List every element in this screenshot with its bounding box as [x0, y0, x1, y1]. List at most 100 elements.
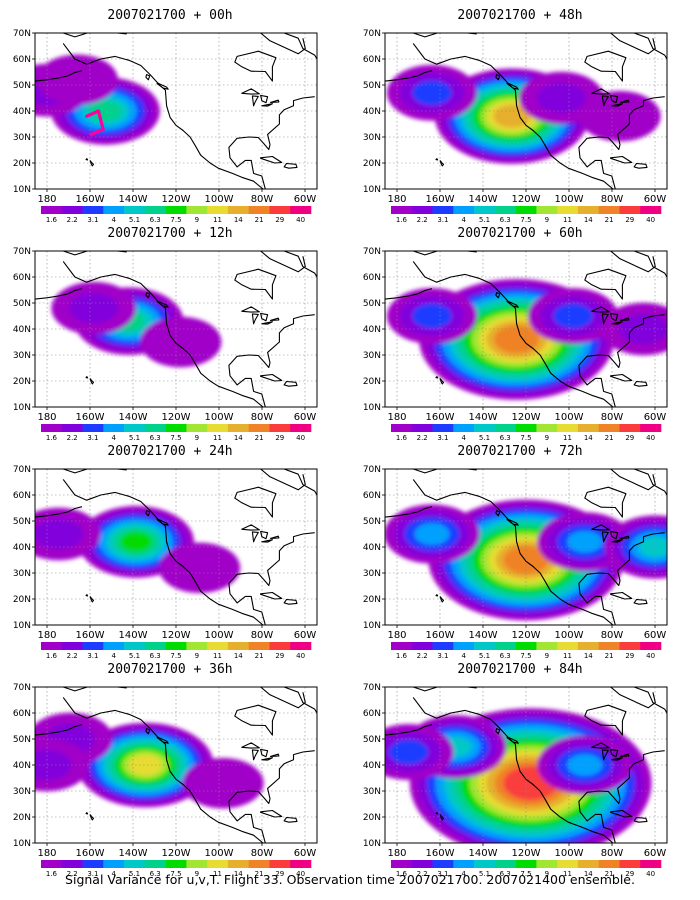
variance-contour-2-0 — [140, 316, 222, 368]
y-tick-label: 60N — [363, 273, 381, 283]
colorbar-swatch — [186, 206, 208, 214]
forecast-panel: 2007021700 + 36h 70N 60N 50N 40N 30N 20N 10N 180… — [0, 662, 340, 882]
colorbar-swatch — [577, 642, 599, 650]
variance-contour-0-8 — [128, 754, 163, 776]
colorbar-label: 7.5 — [170, 652, 181, 660]
y-tick-label: 40N — [363, 761, 381, 771]
x-tick-label: 180 — [37, 194, 56, 205]
colorbar-swatch — [41, 206, 63, 214]
colorbar-label: 4 — [111, 870, 116, 878]
variance-contour-3-0 — [579, 91, 661, 142]
x-tick-label: 120W — [162, 412, 191, 423]
colorbar-swatch — [515, 860, 537, 868]
colorbar-swatch — [474, 424, 496, 432]
colorbar-swatch — [124, 206, 146, 214]
colorbar-swatch — [536, 424, 558, 432]
y-tick-label: 70N — [13, 683, 31, 693]
colorbar-label: 14 — [234, 652, 243, 660]
x-tick-label: 80W — [251, 412, 274, 423]
colorbar-swatch — [619, 642, 641, 650]
y-tick-label: 30N — [363, 351, 381, 361]
colorbar-label: 21 — [255, 434, 264, 442]
variance-contour-2-1 — [536, 82, 586, 114]
y-tick-label: 40N — [363, 543, 381, 553]
colorbar-label: 7.5 — [520, 870, 531, 878]
colorbar-swatch — [41, 642, 63, 650]
x-tick-label: 160W — [426, 194, 455, 205]
colorbar-label: 21 — [255, 216, 264, 224]
colorbar-swatch — [619, 860, 641, 868]
colorbar-label: 4 — [111, 216, 116, 224]
y-tick-label: 70N — [363, 29, 381, 39]
x-tick-label: 80W — [601, 194, 624, 205]
x-tick-label: 100W — [555, 630, 584, 641]
colorbar-label: 1.6 — [46, 870, 58, 878]
y-tick-label: 50N — [13, 299, 31, 309]
colorbar-label: 5.1 — [129, 434, 140, 442]
colorbar-label: 14 — [234, 216, 243, 224]
colorbar-swatch — [453, 642, 475, 650]
colorbar-label: 5.1 — [479, 216, 490, 224]
colorbar-label: 3.1 — [437, 434, 448, 442]
y-tick-label: 30N — [13, 787, 31, 797]
colorbar-label: 11 — [213, 870, 222, 878]
x-tick-label: 120W — [512, 194, 541, 205]
colorbar-swatch — [391, 860, 413, 868]
map-plot: 70N 60N 50N 40N 30N 20N 10N 180 160W 140W 120W 100W… — [363, 683, 668, 878]
colorbar-swatch — [640, 642, 662, 650]
colorbar-label: 29 — [625, 870, 634, 878]
colorbar-swatch — [207, 206, 229, 214]
colorbar-label: 14 — [584, 434, 593, 442]
x-tick-label: 60W — [294, 630, 317, 641]
colorbar-label: 7.5 — [520, 434, 531, 442]
y-tick-label: 30N — [13, 133, 31, 143]
colorbar-swatch — [41, 860, 63, 868]
colorbar-swatch — [598, 642, 620, 650]
x-tick-label: 100W — [555, 194, 584, 205]
colorbar-swatch — [391, 424, 413, 432]
colorbar-label: 29 — [275, 652, 284, 660]
x-tick-label: 140W — [119, 412, 148, 423]
panel-title: 2007021700 + 00h — [107, 8, 233, 23]
colorbar-label: 6.3 — [500, 216, 511, 224]
colorbar-label: 9 — [195, 652, 199, 660]
colorbar-swatch — [411, 642, 433, 650]
x-tick-label: 80W — [601, 412, 624, 423]
y-tick-label: 70N — [13, 247, 31, 257]
colorbar-swatch — [411, 206, 433, 214]
colorbar-swatch — [269, 860, 291, 868]
forecast-panel: 2007021700 + 60h 70N 60N 50N 40N 30N 20N 10N 180… — [350, 226, 690, 446]
y-tick-label: 10N — [13, 839, 31, 849]
y-tick-label: 30N — [363, 569, 381, 579]
forecast-panel: 2007021700 + 48h 70N 60N 50N 40N 30N 20N 10N 180… — [350, 8, 690, 228]
y-tick-label: 40N — [363, 325, 381, 335]
colorbar-label: 2.2 — [67, 870, 78, 878]
colorbar-label: 14 — [584, 652, 593, 660]
colorbar-swatch — [124, 424, 146, 432]
y-tick-label: 10N — [363, 839, 381, 849]
colorbar-swatch — [82, 860, 104, 868]
colorbar-label: 4 — [461, 652, 466, 660]
coastline — [35, 469, 317, 625]
colorbar-swatch — [577, 860, 599, 868]
colorbar-label: 1.6 — [46, 216, 58, 224]
colorbar-swatch — [144, 642, 166, 650]
x-tick-label: 120W — [162, 848, 191, 859]
colorbar-label: 4 — [461, 870, 466, 878]
variance-contour-1-2 — [412, 80, 452, 106]
y-tick-label: 10N — [13, 403, 31, 413]
colorbar-label: 40 — [646, 870, 655, 878]
colorbar-label: 6.3 — [500, 652, 511, 660]
colorbar-label: 21 — [605, 652, 614, 660]
colorbar-swatch — [391, 206, 413, 214]
colorbar-label: 1.6 — [46, 434, 58, 442]
colorbar-label: 11 — [213, 434, 222, 442]
y-tick-label: 40N — [13, 107, 31, 117]
colorbar-swatch — [474, 860, 496, 868]
panel-title: 2007021700 + 48h — [457, 8, 583, 23]
x-tick-label: 180 — [37, 848, 56, 859]
colorbar-swatch — [598, 424, 620, 432]
colorbar-label: 5.1 — [129, 216, 140, 224]
colorbar-label: 40 — [646, 652, 655, 660]
variance-contour-2-0 — [36, 54, 118, 105]
